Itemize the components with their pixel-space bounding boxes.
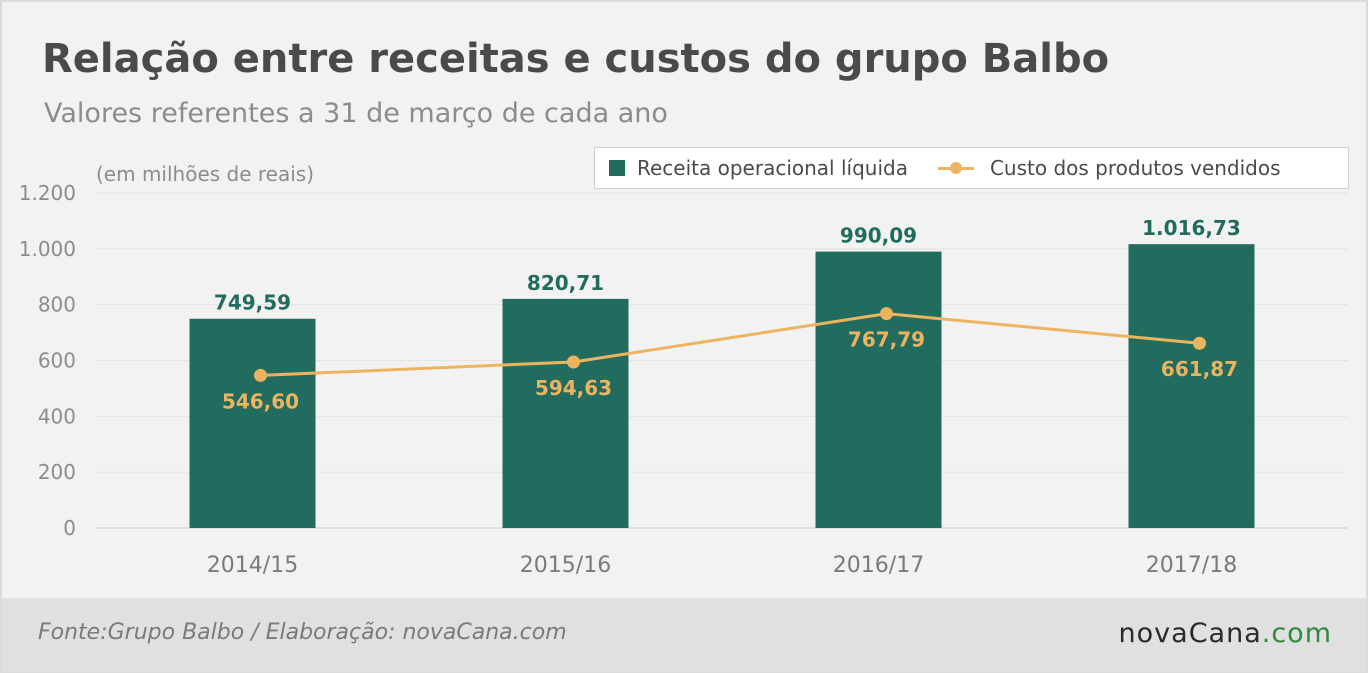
y-tick-label: 0 — [63, 516, 76, 540]
bar-value-label: 1.016,73 — [1142, 216, 1241, 240]
y-tick-label: 1.000 — [19, 237, 76, 261]
y-tick-label: 800 — [38, 293, 76, 317]
bar-revenue — [189, 318, 316, 528]
point-value-label: 594,63 — [535, 376, 612, 400]
point-cost — [567, 355, 580, 369]
bar-revenue — [815, 251, 942, 529]
legend-swatch-revenue — [609, 160, 625, 176]
y-tick-label: 400 — [38, 404, 76, 428]
x-tick-label: 2017/18 — [1146, 553, 1237, 578]
unit-note: (em milhões de reais) — [96, 162, 315, 186]
x-tick-label: 2015/16 — [520, 553, 611, 578]
legend-item-revenue: Receita operacional líquida — [595, 156, 908, 180]
point-value-label: 767,79 — [848, 328, 925, 352]
source-note: Fonte:Grupo Balbo / Elaboração: novaCana… — [38, 620, 567, 645]
y-tick-label: 600 — [38, 349, 76, 373]
point-value-label: 661,87 — [1161, 357, 1238, 381]
bar-revenue — [502, 298, 629, 528]
bar-value-label: 749,59 — [214, 291, 291, 315]
point-cost — [880, 307, 893, 321]
point-cost — [254, 368, 267, 382]
bar-revenue — [1128, 244, 1255, 528]
legend-line-cost — [937, 161, 974, 174]
chart-subtitle: Valores referentes a 31 de março de cada… — [44, 98, 668, 129]
x-tick-label: 2016/17 — [833, 553, 924, 578]
chart-title: Relação entre receitas e custos do grupo… — [42, 36, 1110, 82]
y-tick-label: 200 — [38, 460, 76, 484]
point-cost — [1193, 336, 1206, 350]
chart-area: 0 200 400 600 800 1.000 1.200 749,59 820,71 990,0… — [19, 181, 1348, 578]
legend-label-cost: Custo dos produtos vendidos — [989, 156, 1281, 180]
point-value-label: 546,60 — [222, 389, 299, 413]
legend-item-cost: Custo dos produtos vendidos — [908, 156, 1281, 180]
footer: Fonte:Grupo Balbo / Elaboração: novaCana… — [2, 598, 1366, 671]
legend: Receita operacional líquida Custo dos pr… — [594, 147, 1349, 189]
legend-label-revenue: Receita operacional líquida — [637, 156, 908, 180]
bar-value-label: 820,71 — [527, 271, 604, 295]
bar-value-label: 990,09 — [840, 224, 917, 248]
novacana-logo: novaCana.com — [1118, 618, 1332, 649]
y-tick-label: 1.200 — [19, 181, 76, 205]
line-cost — [260, 312, 1200, 377]
x-tick-label: 2014/15 — [207, 553, 298, 578]
